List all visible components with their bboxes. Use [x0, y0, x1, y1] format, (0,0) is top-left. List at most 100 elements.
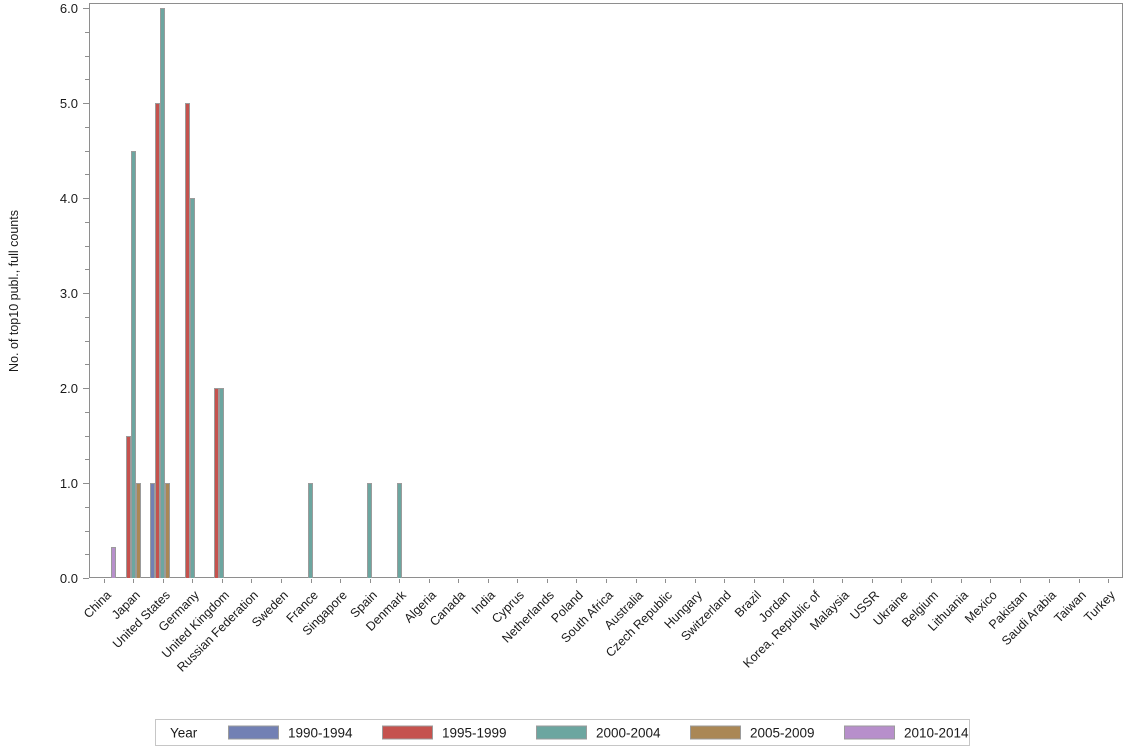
x-tick [990, 579, 992, 583]
x-tick [340, 579, 342, 583]
x-tick [517, 579, 519, 583]
bar-2000-2004-United Kingdom [219, 388, 225, 578]
y-minor-tick [84, 245, 89, 247]
y-minor-tick [84, 435, 89, 437]
bar-2000-2004-Japan [130, 150, 136, 578]
bar-1995-1999-Japan [125, 435, 131, 578]
x-tick [192, 579, 194, 583]
y-minor-tick [84, 55, 89, 57]
legend-swatch-1995-1999 [382, 725, 433, 740]
y-minor-tick [84, 269, 89, 271]
y-minor-tick [84, 364, 89, 366]
x-tick [487, 579, 489, 583]
x-tick [606, 579, 607, 583]
y-major-tick [82, 483, 89, 484]
x-tick [251, 579, 253, 583]
y-tick-label: 0.0 [59, 570, 78, 586]
y-tick-label: 1.0 [59, 475, 78, 491]
y-tick-label: 4.0 [59, 190, 78, 206]
bar-1995-1999-United Kingdom [214, 388, 220, 578]
y-minor-tick [84, 174, 89, 176]
x-tick [369, 579, 371, 583]
x-tick [960, 579, 962, 583]
legend-swatch-2005-2009 [690, 725, 741, 740]
y-minor-tick [84, 530, 89, 532]
bar-1995-1999-Germany [184, 103, 190, 578]
y-minor-tick [84, 31, 89, 33]
y-minor-tick [84, 79, 89, 81]
legend-item-label: 2005-2009 [750, 725, 815, 740]
x-tick [1078, 579, 1080, 583]
x-tick [458, 579, 460, 583]
x-tick [694, 579, 696, 583]
y-tick-label: 3.0 [59, 285, 78, 301]
y-major-tick [82, 388, 89, 389]
x-tick [546, 579, 548, 583]
legend-swatch-2010-2014 [844, 725, 895, 740]
x-tick [930, 579, 932, 583]
y-tick-label: 6.0 [59, 0, 78, 16]
y-tick-label: 2.0 [59, 380, 78, 396]
y-minor-tick [84, 316, 89, 318]
legend-item-2000-2004: 2000-2004 [536, 725, 661, 740]
legend-item-2010-2014: 2010-2014 [844, 725, 969, 740]
legend-item-1995-1999: 1995-1999 [382, 725, 507, 740]
y-major-tick [82, 103, 89, 104]
legend: Year 1990-1994 1995-1999 2000-2004 2005-200… [155, 719, 970, 746]
bar-1995-1999-United States [155, 103, 161, 578]
x-tick [901, 579, 903, 583]
legend-item-label: 1995-1999 [442, 725, 507, 740]
legend-swatch-2000-2004 [536, 725, 587, 740]
bar-2005-2009-Japan [135, 483, 141, 578]
x-tick [753, 579, 755, 583]
y-minor-tick [84, 150, 89, 152]
y-tick-label: 5.0 [59, 95, 78, 111]
bar-2000-2004-Denmark [396, 483, 402, 578]
bar-2010-2014-China [111, 546, 117, 578]
x-tick [665, 579, 667, 583]
x-tick [281, 579, 283, 583]
y-minor-tick [84, 459, 89, 461]
x-tick-label: Taiwan [1051, 588, 1089, 626]
legend-title: Year [170, 725, 198, 740]
bar-2000-2004-France [308, 483, 314, 578]
x-tick-label: Turkey [1081, 588, 1119, 625]
x-tick [399, 579, 401, 583]
legend-item-2005-2009: 2005-2009 [690, 725, 815, 740]
x-tick [221, 579, 223, 583]
y-minor-tick [84, 340, 89, 342]
x-tick [842, 579, 844, 583]
x-tick [635, 579, 637, 583]
y-major-tick [82, 8, 89, 9]
y-major-tick [82, 578, 89, 579]
x-tick [1108, 579, 1110, 583]
legend-item-label: 2000-2004 [596, 725, 661, 740]
y-minor-tick [84, 126, 89, 128]
plot-area [89, 3, 1123, 578]
x-tick [103, 579, 105, 583]
x-tick [428, 579, 430, 583]
x-tick [871, 579, 873, 583]
x-tick [1019, 579, 1021, 583]
y-minor-tick [84, 411, 89, 413]
legend-item-label: 1990-1994 [288, 725, 353, 740]
x-tick-label: China [80, 588, 114, 622]
y-major-tick [82, 198, 89, 199]
bar-2005-2009-United States [165, 483, 171, 578]
x-tick [133, 579, 135, 583]
legend-item-label: 2010-2014 [904, 725, 969, 740]
y-minor-tick [84, 554, 89, 556]
x-tick [783, 579, 785, 583]
legend-swatch-1990-1994 [228, 725, 279, 740]
bar-1990-1994-United States [150, 483, 156, 578]
bar-2000-2004-Germany [189, 198, 195, 578]
y-minor-tick [84, 221, 89, 223]
y-major-tick [82, 293, 89, 294]
legend-item-1990-1994: 1990-1994 [228, 725, 353, 740]
x-tick [576, 579, 578, 583]
bar-2000-2004-Spain [367, 483, 373, 578]
x-tick [724, 579, 726, 583]
bar-2000-2004-United States [160, 8, 166, 578]
x-tick [1049, 579, 1051, 583]
